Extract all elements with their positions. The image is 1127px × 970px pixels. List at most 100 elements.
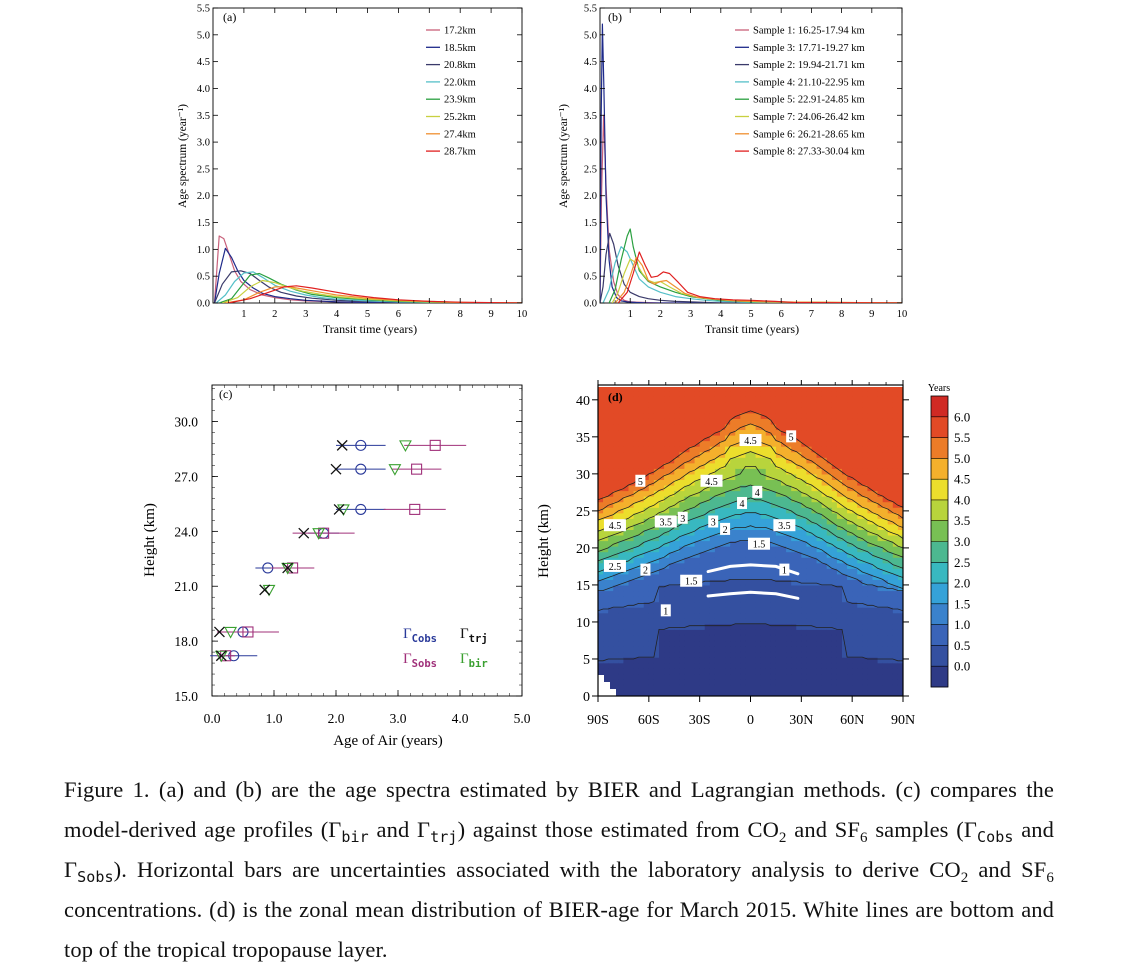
heatmap-cell — [887, 607, 894, 614]
heatmap-cell — [613, 479, 619, 486]
heatmap-cell — [892, 484, 899, 492]
heatmap-cell — [755, 468, 762, 475]
heatmap-cell — [872, 579, 879, 586]
heatmap-cell — [653, 540, 660, 547]
heatmap-cell — [730, 679, 736, 686]
heatmap-cell — [638, 646, 645, 653]
heatmap-cell — [730, 412, 736, 419]
legend-subscript: bir — [469, 658, 488, 670]
heatmap-cell — [786, 496, 792, 503]
heatmap-cell — [598, 440, 604, 447]
series-line-3 — [600, 232, 902, 303]
heatmap-cell — [643, 457, 650, 464]
heatmap-cell — [648, 546, 655, 553]
heatmap-cell — [613, 446, 619, 453]
heatmap-cell — [852, 479, 858, 486]
heatmap-cell — [872, 690, 879, 696]
heatmap-cell — [831, 484, 838, 492]
heatmap-cell — [659, 557, 665, 564]
heatmap-cell — [760, 596, 767, 603]
heatmap-cell — [623, 507, 630, 514]
heatmap-cell — [852, 490, 858, 497]
colorbar-segment — [931, 396, 948, 418]
heatmap-cell — [598, 651, 604, 658]
heatmap-cell — [679, 457, 686, 464]
heatmap-cell — [760, 390, 767, 397]
heatmap-cell — [679, 507, 686, 514]
heatmap-cell — [720, 679, 726, 686]
heatmap-cell — [674, 568, 680, 575]
heatmap-cell — [679, 534, 686, 542]
heatmap-cell — [786, 584, 792, 592]
heatmap-cell — [796, 657, 802, 664]
heatmap-cell — [877, 418, 884, 425]
heatmap-cell — [750, 573, 757, 580]
heatmap-cell — [816, 640, 823, 647]
heatmap-cell — [816, 434, 823, 442]
heatmap-cell — [852, 651, 858, 658]
heatmap-cell — [643, 551, 650, 558]
heatmap-cell — [796, 529, 802, 536]
heatmap-cell — [613, 490, 619, 497]
heatmap-cell — [628, 396, 635, 403]
heatmap-cell — [892, 440, 899, 447]
heatmap-cell — [618, 618, 625, 625]
heatmap-cell — [745, 523, 752, 530]
heatmap-cell — [684, 557, 691, 564]
heatmap-cell — [760, 551, 767, 558]
heatmap-cell — [689, 534, 696, 542]
heatmap-cell — [770, 601, 777, 608]
heatmap-cell — [872, 601, 879, 608]
heatmap-cell — [648, 551, 655, 558]
heatmap-cell — [786, 529, 792, 536]
heatmap-cell — [725, 607, 731, 614]
heatmap-cell — [750, 457, 757, 464]
heatmap-cell — [689, 623, 696, 630]
heatmap-cell — [801, 507, 808, 514]
heatmap-cell — [836, 396, 843, 403]
heatmap-cell — [613, 651, 619, 658]
contour-label: 1.5 — [753, 540, 766, 551]
heatmap-cell — [887, 490, 894, 497]
panel-a-age-spectra-bier: (a) 0.00.51.01.52.02.53.03.54.04.55.05.5… — [177, 4, 527, 337]
heatmap-cell — [882, 387, 889, 392]
heatmap-cell — [882, 673, 889, 680]
heatmap-cell — [750, 462, 757, 469]
heatmap-cell — [714, 546, 721, 553]
heatmap-cell — [679, 657, 686, 664]
heatmap-cell — [638, 434, 645, 442]
heatmap-cell — [786, 418, 792, 425]
heatmap-cell — [836, 651, 843, 658]
heatmap-cell — [760, 584, 767, 592]
heatmap-cell — [862, 546, 869, 553]
heatmap-cell — [664, 490, 670, 497]
heatmap-cell — [664, 623, 670, 630]
heatmap-cell — [791, 473, 797, 481]
heatmap-cell — [709, 618, 716, 625]
heatmap-cell — [781, 446, 787, 453]
heatmap-cell — [796, 412, 802, 419]
heatmap-cell — [781, 546, 787, 553]
heatmap-cell — [760, 451, 767, 458]
heatmap-cell — [857, 690, 863, 696]
heatmap-cell — [842, 473, 848, 481]
heatmap-cell — [704, 629, 711, 636]
heatmap-cell — [684, 484, 691, 492]
heatmap-cell — [786, 446, 792, 453]
heatmap-cell — [816, 512, 823, 519]
heatmap-cell — [628, 451, 635, 458]
heatmap-cell — [679, 496, 686, 503]
heatmap-cell — [735, 662, 741, 669]
heatmap-cell — [765, 401, 772, 408]
x-tick-label: 2 — [658, 309, 663, 320]
heatmap-cell — [689, 690, 696, 696]
heatmap-cell — [806, 496, 813, 503]
heatmap-cell — [806, 434, 813, 442]
heatmap-cell — [781, 673, 787, 680]
heatmap-cell — [709, 387, 716, 392]
heatmap-cell — [684, 618, 691, 625]
heatmap-cell — [857, 573, 863, 580]
heatmap-cell — [877, 407, 884, 414]
x-tick-label: 60N — [840, 713, 864, 728]
heatmap-cell — [659, 546, 665, 553]
